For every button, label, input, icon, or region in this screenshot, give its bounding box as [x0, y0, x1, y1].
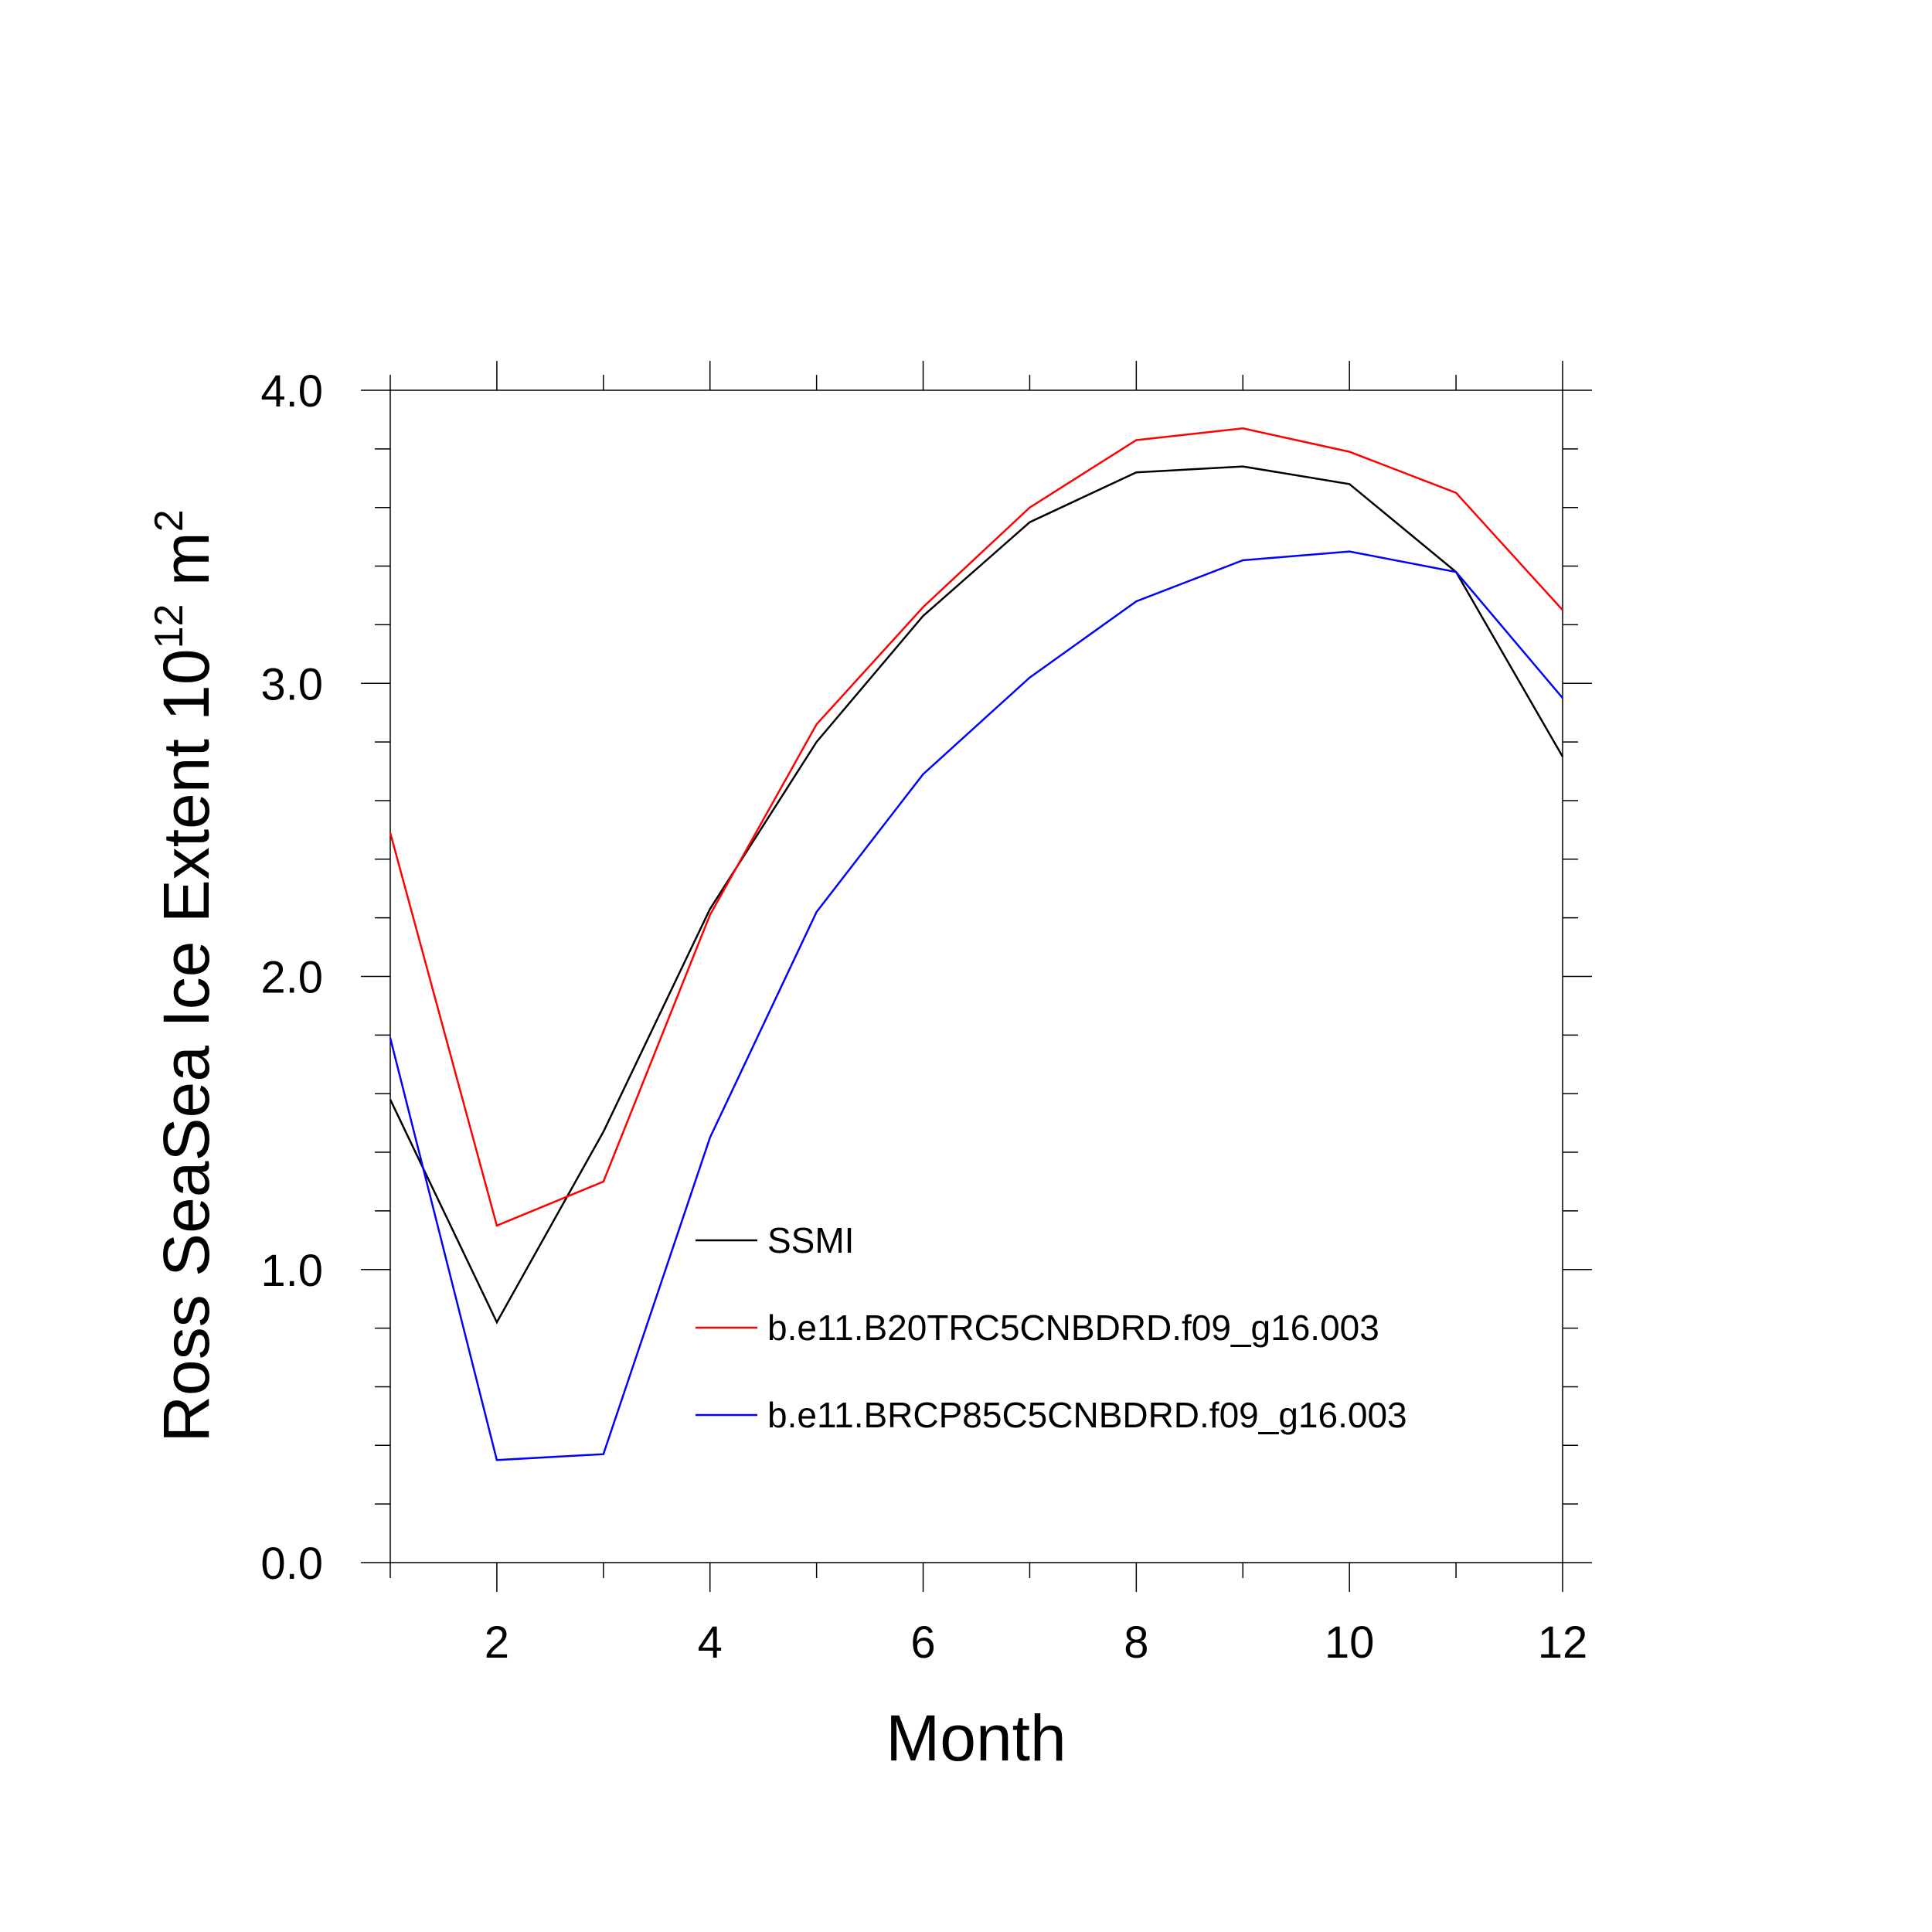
x-tick-label: 12	[1538, 1617, 1588, 1668]
y-axis-title-unit-exponent: 2	[147, 509, 192, 532]
y-tick-labels: 0.0 1.0 2.0 3.0 4.0	[260, 366, 323, 1589]
series-line-2	[389, 550, 1563, 1461]
x-axis-title: Month	[886, 1702, 1066, 1774]
plot-frame	[389, 389, 1563, 1563]
series-line-0	[389, 465, 1564, 1325]
x-tick-labels: 2 4 6 8 10 12	[485, 1617, 1587, 1668]
series-line-1	[389, 427, 1563, 1227]
y-tick-label: 1.0	[260, 1246, 323, 1296]
legend-entry-ssmi: SSMI	[696, 1220, 854, 1260]
y-tick-label: 3.0	[260, 659, 323, 709]
legend-label-b20trc5: b.e11.B20TRC5CNBDRD.f09_g16.003	[767, 1308, 1379, 1348]
legend-label-brcp85: b.e11.BRCP85C5CNBDRD.f09_g16.003	[767, 1395, 1407, 1435]
legend: SSMI b.e11.B20TRC5CNBDRD.f09_g16.003 b.e…	[696, 1220, 1407, 1435]
x-tick-label: 10	[1325, 1617, 1375, 1668]
legend-entry-brcp85: b.e11.BRCP85C5CNBDRD.f09_g16.003	[696, 1395, 1407, 1435]
legend-label-ssmi: SSMI	[767, 1220, 854, 1260]
y-axis-title-unit: m	[150, 532, 223, 604]
y-axis-title-exponent: 12	[147, 604, 192, 649]
x-tick-label: 8	[1124, 1617, 1148, 1668]
y-tick-label: 2.0	[260, 953, 323, 1003]
axis-ticks	[361, 361, 1592, 1592]
y-tick-label: 4.0	[260, 366, 323, 417]
plot-area	[361, 361, 1592, 1592]
y-tick-label: 0.0	[260, 1539, 323, 1589]
x-tick-label: 6	[910, 1617, 935, 1668]
legend-entry-b20trc5: b.e11.B20TRC5CNBDRD.f09_g16.003	[696, 1308, 1379, 1348]
y-axis-title: Ross SeaSea Ice Extent 1012 m2	[147, 509, 223, 1442]
x-tick-label: 2	[485, 1617, 509, 1668]
x-tick-label: 4	[698, 1617, 723, 1668]
y-axis-title-main: Ross SeaSea Ice Extent 10	[150, 648, 223, 1442]
series-lines	[389, 427, 1564, 1461]
